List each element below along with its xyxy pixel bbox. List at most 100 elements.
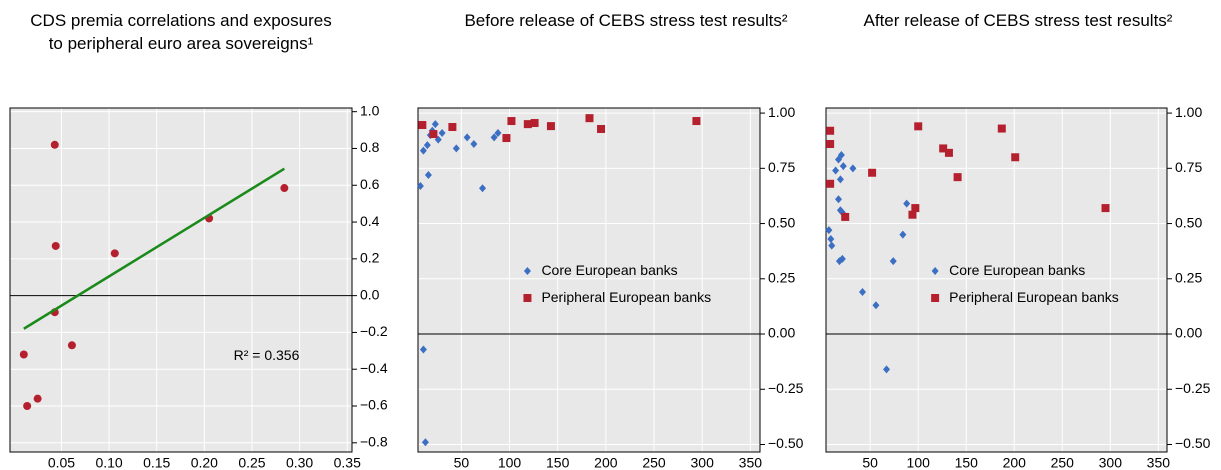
y-tick-label: 0.8	[360, 139, 380, 155]
data-point	[494, 128, 502, 137]
legend-marker	[931, 267, 939, 275]
data-point	[419, 345, 427, 354]
data-point	[903, 199, 911, 208]
y-tick-label: 0.25	[768, 269, 795, 285]
data-point	[546, 122, 555, 131]
x-tick-label: 200	[1003, 455, 1027, 470]
data-point	[826, 126, 835, 135]
y-tick-label: −0.4	[360, 360, 388, 376]
data-point	[849, 164, 857, 173]
data-point	[33, 394, 42, 403]
data-point	[419, 146, 427, 155]
data-point	[953, 173, 962, 182]
data-point	[597, 124, 606, 133]
data-point	[832, 166, 840, 175]
panel: 1.00 0.75 0.50 0.25 0.00 −0.25 −0.50 50 100 150 20…	[825, 11, 1211, 470]
data-point	[828, 241, 836, 250]
data-point	[692, 117, 701, 126]
x-tick-label: 150	[955, 455, 979, 470]
data-point	[431, 120, 439, 129]
x-tick-label: 0.35	[334, 455, 361, 470]
plot-background	[826, 108, 1167, 452]
y-tick-label: 1.0	[360, 102, 380, 118]
plot-border	[417, 107, 761, 453]
y-tick-label: 0.50	[768, 214, 795, 230]
data-point	[911, 204, 920, 213]
data-point	[939, 144, 948, 153]
chart-title: Before release of CEBS stress test resul…	[464, 11, 787, 30]
data-point	[502, 134, 511, 143]
y-tick-label: −0.2	[360, 323, 388, 339]
data-point	[889, 257, 897, 266]
y-tick-label: 0.00	[1175, 325, 1202, 341]
x-tick-label: 100	[498, 455, 522, 470]
data-point	[908, 210, 917, 219]
x-tick-label: 200	[594, 455, 618, 470]
x-tick-label: 300	[1099, 455, 1123, 470]
data-point	[837, 151, 845, 160]
data-point	[585, 114, 594, 123]
data-point	[448, 123, 457, 132]
panel: 1.0 0.8 0.6 0.4 0.2 0.0 −0.2 −0.4 −0.6 −0.8 0.05 0.…	[9, 11, 388, 470]
data-point	[423, 141, 431, 150]
data-point	[438, 128, 446, 137]
x-tick-label: 0.05	[48, 455, 75, 470]
y-tick-label: −0.50	[768, 435, 804, 451]
data-point	[50, 140, 59, 149]
data-point	[110, 249, 119, 258]
data-point	[827, 235, 835, 244]
data-point	[826, 140, 835, 149]
plot-border	[9, 107, 353, 453]
data-point	[826, 179, 835, 188]
data-point	[523, 120, 532, 129]
x-tick-label: 0.10	[95, 455, 122, 470]
data-point	[839, 162, 847, 171]
y-tick-label: 0.25	[1175, 269, 1202, 285]
data-point	[23, 402, 32, 411]
x-tick-label: 100	[907, 455, 931, 470]
legend-label: Core European banks	[541, 262, 677, 278]
data-point	[416, 181, 424, 190]
chart-title: CDS premia correlations and exposures to …	[30, 11, 331, 53]
data-point	[825, 226, 833, 235]
data-point	[834, 195, 842, 204]
x-tick-label: 350	[1147, 455, 1171, 470]
data-point	[944, 148, 953, 157]
y-tick-label: 0.4	[360, 213, 380, 229]
data-point	[1011, 153, 1020, 162]
data-point	[841, 212, 850, 221]
data-point	[838, 254, 846, 263]
data-point	[452, 144, 460, 153]
data-point	[872, 301, 880, 310]
data-point	[1101, 204, 1110, 213]
data-point	[507, 117, 516, 126]
data-point	[836, 175, 844, 184]
x-tick-label: 0.15	[143, 455, 170, 470]
data-point	[470, 140, 478, 149]
data-point	[418, 121, 427, 130]
y-tick-label: −0.8	[360, 434, 388, 450]
data-point	[19, 350, 28, 359]
x-tick-label: 0.30	[286, 455, 313, 470]
data-point	[429, 130, 438, 139]
data-point	[463, 133, 471, 142]
data-point	[859, 288, 867, 297]
x-tick-label: 150	[546, 455, 570, 470]
chart-title: After release of CEBS stress test result…	[864, 11, 1173, 30]
legend-label: Core European banks	[949, 262, 1085, 278]
plot-background	[418, 108, 760, 452]
plot-border	[825, 107, 1168, 453]
x-tick-label: 350	[739, 455, 763, 470]
y-tick-label: 0.50	[1175, 214, 1202, 230]
x-tick-label: 250	[1051, 455, 1075, 470]
data-point	[479, 184, 487, 193]
data-point	[530, 119, 539, 128]
data-point	[280, 184, 289, 193]
y-tick-label: 0.00	[768, 325, 795, 341]
x-tick-label: 250	[642, 455, 666, 470]
legend-marker	[523, 294, 532, 302]
data-point	[490, 133, 498, 142]
legend-label: Peripheral European banks	[949, 289, 1119, 305]
y-tick-label: −0.50	[1175, 435, 1211, 451]
y-tick-label: 1.00	[1175, 104, 1202, 120]
